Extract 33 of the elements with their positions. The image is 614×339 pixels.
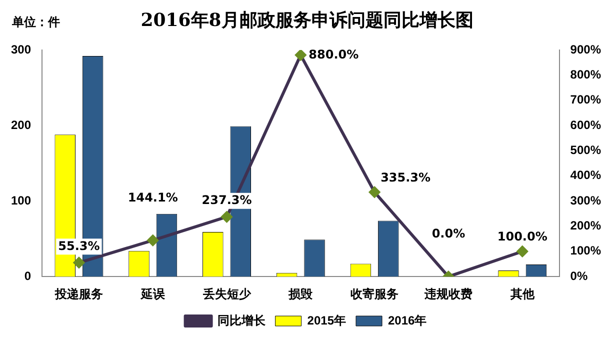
x-tick-label: 损毁	[288, 287, 314, 302]
y-tick-label: 200	[10, 118, 32, 132]
data-label: 100.0%	[497, 230, 548, 244]
data-label: 237.3%	[202, 192, 252, 207]
legend-label: 2016年	[388, 313, 427, 328]
data-label: 0.0%	[432, 226, 466, 241]
chart-title: 2016年8月邮政服务申诉问题同比增长图	[140, 10, 474, 31]
legend-label: 同比增长	[217, 313, 266, 328]
data-label: 335.3%	[380, 170, 431, 184]
y2-tick-label: 0%	[570, 268, 588, 283]
y2-tick-label: 900%	[570, 42, 602, 56]
y2-tick-label: 700%	[570, 92, 602, 107]
y2-tick-label: 100%	[570, 244, 602, 258]
data-label: 55.3%	[58, 238, 100, 253]
x-tick-label: 违规收费	[423, 287, 472, 302]
y2-tick-label: 200%	[570, 218, 602, 233]
legend-label: 2015年	[307, 313, 346, 328]
y2-tick-label: 400%	[570, 168, 602, 182]
data-label: 144.1%	[128, 190, 178, 204]
y2-tick-label: 300%	[570, 193, 602, 208]
text: 单位：件	[12, 14, 60, 31]
x-tick-label: 收寄服务	[350, 287, 399, 302]
x-tick-label: 丢失短少	[202, 287, 252, 302]
x-tick-label: 投递服务	[54, 287, 103, 302]
y-tick-label: 300	[10, 42, 32, 56]
y2-tick-label: 500%	[570, 143, 602, 158]
x-tick-label: 延误	[140, 287, 166, 302]
x-tick-label: 其他	[509, 287, 536, 302]
y2-tick-label: 600%	[570, 118, 602, 132]
y2-tick-label: 800%	[570, 67, 602, 82]
data-label: 880.0%	[308, 48, 359, 62]
y-tick-label: 100	[10, 193, 32, 208]
y-tick-label: 0	[24, 268, 32, 283]
